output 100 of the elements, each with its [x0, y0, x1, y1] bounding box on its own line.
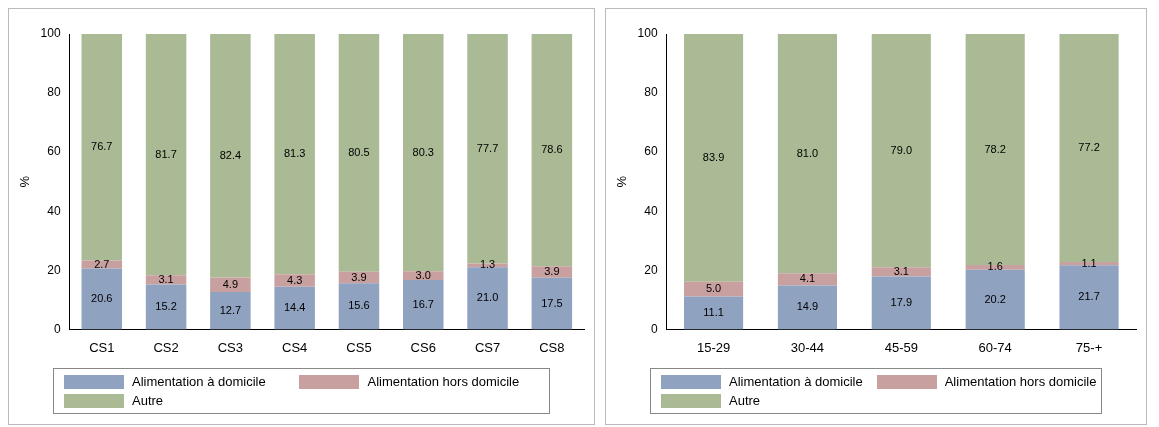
bar	[403, 280, 444, 330]
y-tick-label: 100	[40, 26, 61, 41]
x-tick-label: CS7	[474, 339, 501, 355]
data-label: 4.9	[222, 277, 239, 290]
data-label: 21.7	[1078, 290, 1100, 303]
y-tick-label: 100	[637, 26, 658, 41]
bar	[81, 34, 123, 261]
data-label: 78.2	[984, 142, 1006, 155]
data-label: 3.1	[158, 272, 174, 285]
x-tick-label: CS2	[153, 339, 179, 355]
y-tick-label: 60	[47, 144, 61, 159]
data-label: 3.0	[415, 268, 431, 281]
bar	[274, 34, 315, 275]
bar	[403, 34, 444, 272]
bar	[81, 268, 123, 330]
data-label: 1.3	[479, 258, 496, 271]
x-tick-label: 60-74	[978, 339, 1012, 355]
y-tick-label: 80	[644, 85, 658, 100]
y-tick-label: 20	[47, 262, 61, 277]
data-label: 12.7	[219, 303, 242, 316]
x-tick-label: 30-44	[790, 339, 825, 355]
bar	[777, 34, 838, 274]
y-tick-label: 60	[644, 144, 658, 159]
bar	[210, 291, 251, 330]
data-label: 15.6	[348, 299, 370, 312]
bar	[777, 273, 838, 286]
legend-label: Autre	[729, 393, 761, 408]
data-label: 1.1	[1081, 256, 1097, 269]
bar	[531, 277, 573, 330]
y-tick-label: 80	[47, 85, 61, 100]
data-label: 5.0	[705, 282, 722, 295]
data-label: 17.5	[541, 296, 563, 309]
data-label: 80.5	[348, 145, 370, 158]
bar	[531, 34, 573, 267]
bar	[145, 284, 187, 330]
data-label: 77.2	[1078, 141, 1100, 154]
data-label: 4.3	[287, 273, 303, 286]
x-tick-label: 15-29	[696, 339, 731, 355]
x-tick-label: CS4	[282, 339, 308, 355]
bar	[338, 283, 380, 330]
x-tick-label: CS5	[346, 339, 372, 355]
bar	[338, 34, 380, 272]
y-tick-label: 40	[644, 203, 658, 218]
bar	[777, 285, 838, 330]
bar	[871, 267, 931, 277]
data-label: 3.9	[351, 270, 367, 283]
x-tick-label: CS6	[410, 339, 436, 355]
y-axis-title: %	[17, 175, 33, 188]
y-tick-label: 40	[47, 203, 61, 218]
y-tick-label: 0	[650, 321, 658, 336]
data-label: 81.7	[155, 147, 177, 160]
bar	[871, 34, 931, 268]
bar	[683, 296, 744, 330]
data-label: 76.7	[91, 140, 113, 153]
x-tick-label: CS3	[217, 339, 244, 355]
data-label: 4.1	[799, 272, 816, 285]
data-label: 81.0	[796, 146, 819, 159]
legend-label: Autre	[132, 393, 164, 408]
data-label: 77.7	[476, 141, 499, 154]
bar	[467, 267, 508, 330]
data-label: 20.6	[91, 292, 113, 305]
data-label: 14.4	[283, 301, 306, 314]
bar	[210, 277, 251, 292]
data-label: 17.9	[890, 295, 913, 308]
bar	[683, 34, 744, 282]
bar	[1059, 265, 1119, 330]
x-tick-label: CS1	[89, 339, 115, 355]
x-tick-label: CS8	[539, 339, 565, 355]
y-tick-label: 0	[53, 321, 61, 336]
data-label: 20.2	[984, 292, 1006, 305]
bar	[145, 34, 187, 276]
legend-label: Alimentation hors domicile	[367, 374, 520, 389]
data-label: 3.1	[893, 264, 909, 277]
data-label: 80.3	[412, 145, 434, 158]
data-label: 78.6	[541, 143, 563, 156]
data-label: 21.0	[476, 291, 499, 304]
data-label: 82.4	[219, 148, 242, 161]
x-tick-label: 75-+	[1075, 339, 1103, 355]
legend-label: Alimentation hors domicile	[944, 374, 1097, 389]
data-label: 79.0	[890, 143, 913, 156]
bar	[274, 274, 315, 287]
bar	[210, 34, 251, 278]
x-tick-label: 45-59	[884, 339, 918, 355]
data-label: 2.7	[94, 257, 110, 270]
legend-label: Alimentation à domicile	[132, 374, 266, 389]
bar	[871, 276, 931, 330]
data-label: 15.2	[155, 299, 177, 312]
y-axis-title: %	[614, 175, 630, 188]
data-label: 3.9	[544, 264, 560, 277]
data-label: 16.7	[412, 297, 434, 310]
data-label: 11.1	[703, 306, 724, 319]
data-label: 14.9	[796, 300, 819, 313]
data-label: 83.9	[702, 150, 725, 163]
bar	[683, 281, 744, 297]
data-label: 1.6	[987, 260, 1003, 273]
bar	[274, 286, 315, 330]
bar	[965, 269, 1025, 330]
data-label: 81.3	[283, 147, 306, 160]
y-tick-label: 20	[644, 262, 658, 277]
legend-label: Alimentation à domicile	[729, 374, 863, 389]
